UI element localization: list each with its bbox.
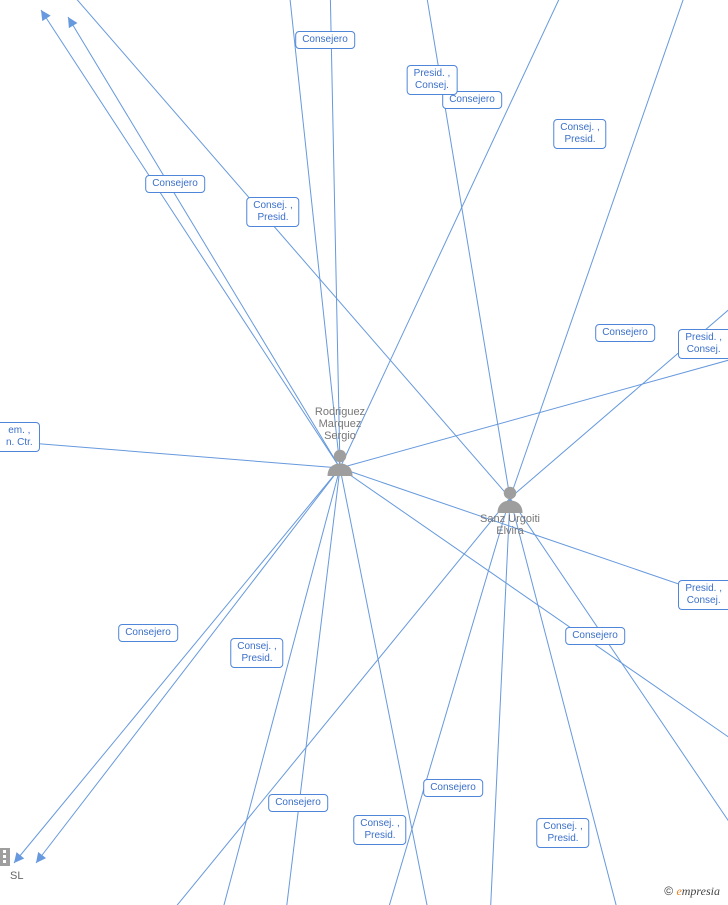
edge-label: Presid. , Consej. — [678, 580, 728, 610]
copyright: © empresia — [664, 884, 720, 899]
person-label: Sanz Urgoiti Elvira — [465, 513, 555, 537]
external-node-label: SL — [10, 870, 23, 882]
edge-arrowhead — [36, 852, 46, 863]
edge-line — [41, 10, 340, 468]
edge-label: Consejero — [565, 627, 625, 645]
edge-label: Consejero — [118, 624, 178, 642]
edge-arrowhead — [68, 17, 77, 28]
edge-label: Consej. , Presid. — [353, 815, 406, 845]
person-node[interactable]: Sanz Urgoiti Elvira — [465, 483, 555, 541]
edge-line — [0, 439, 340, 468]
edge-line — [165, 498, 510, 905]
edge-label: Consej. , Presid. — [230, 638, 283, 668]
person-icon — [295, 446, 385, 476]
edge-label: Consej. , Presid. — [553, 119, 606, 149]
edge-label: Consej. , Presid. — [536, 818, 589, 848]
edge-line — [510, 498, 728, 838]
person-icon — [465, 483, 555, 513]
edge-line — [340, 357, 728, 468]
edge-line — [490, 498, 510, 905]
edge-line — [220, 468, 340, 905]
edge-label: Presid. , Consej. — [678, 329, 728, 359]
edge-label: Consejero — [595, 324, 655, 342]
building-icon — [0, 848, 10, 866]
person-node[interactable]: Rodriguez Marquez Sergio — [295, 406, 385, 476]
edge-label: Consejero — [145, 175, 205, 193]
edge-label: em. , n. Ctr. — [0, 422, 40, 452]
edge-line — [330, 0, 340, 468]
copyright-text: mpresia — [682, 884, 720, 898]
edge-line — [510, 0, 690, 498]
edge-arrowhead — [14, 852, 24, 863]
edge-label: Consejero — [423, 779, 483, 797]
edge-label: Consej. , Presid. — [246, 197, 299, 227]
edge-arrowhead — [41, 10, 51, 21]
edge-label: Consejero — [268, 794, 328, 812]
person-label: Rodriguez Marquez Sergio — [295, 406, 385, 442]
edge-label: Presid. , Consej. — [407, 65, 458, 95]
edge-line — [285, 468, 340, 905]
edge-label: Consejero — [295, 31, 355, 49]
